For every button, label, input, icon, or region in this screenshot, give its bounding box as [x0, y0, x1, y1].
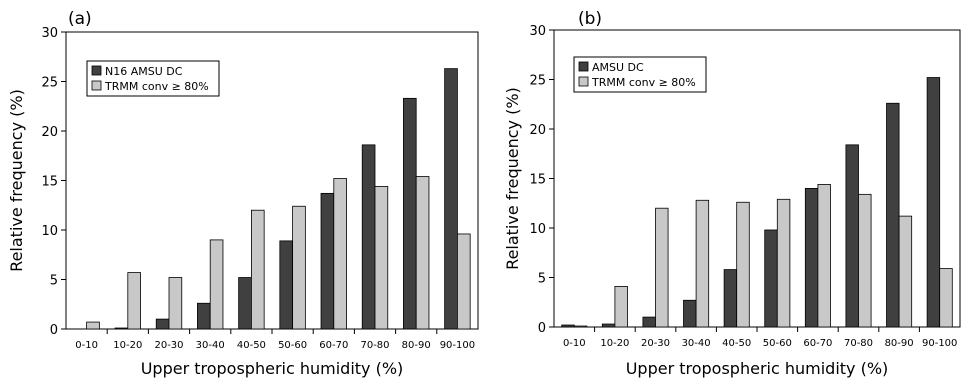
x-tick-label: 80-90: [885, 338, 914, 349]
bar-dark: [279, 240, 294, 330]
bar-light: [209, 239, 224, 330]
bar-light: [415, 176, 430, 330]
y-tick-label: 10: [41, 224, 58, 239]
bar-dark: [403, 97, 417, 330]
legend-swatch: [578, 61, 589, 72]
bar-dark: [320, 192, 335, 330]
chart-panel-b: (b) 0 5 10 15 20 25 30 Relative frequency (%) 0-1…: [503, 9, 961, 378]
y-tick-label: 0: [538, 321, 546, 336]
x-axis-label: Upper tropospheric humidity (%): [626, 359, 889, 378]
y-axis-label: Relative frequency (%): [7, 89, 26, 272]
x-tick-label: 50-60: [278, 340, 307, 351]
bar-dark: [361, 144, 376, 330]
x-axis-label: Upper tropospheric humidity (%): [141, 359, 404, 378]
panel-label: (a): [68, 9, 92, 29]
y-tick-label: 20: [529, 123, 546, 138]
bar-light: [817, 184, 831, 328]
legend-swatch: [578, 76, 589, 87]
y-tick-label: 30: [41, 26, 58, 41]
x-tick-label: 40-50: [722, 338, 751, 349]
legend-label: TRMM conv ≥ 80%: [104, 80, 209, 93]
bar-light: [292, 205, 306, 330]
bar-dark: [114, 327, 129, 330]
legend-swatch: [91, 80, 102, 91]
legend-label: N16 AMSU DC: [105, 65, 183, 78]
bar-dark: [926, 77, 941, 328]
bar-dark: [155, 318, 170, 330]
legend-label: AMSU DC: [592, 61, 644, 74]
y-tick-label: 15: [41, 175, 58, 190]
bar-light: [655, 207, 669, 328]
bar-dark: [601, 323, 616, 328]
y-tick-label: 10: [529, 222, 546, 237]
x-tick-label: 10-20: [600, 338, 629, 349]
bar-dark: [197, 302, 211, 330]
x-tick-label: 60-70: [319, 340, 348, 351]
bar-light: [86, 321, 100, 330]
x-tick-label: 90-100: [922, 338, 957, 349]
legend-label: TRMM conv ≥ 80%: [591, 76, 696, 89]
bar-light: [614, 286, 628, 328]
panel-label: (b): [578, 9, 602, 29]
bar-light: [127, 272, 141, 330]
legend-box: [86, 60, 220, 97]
bar-dark: [723, 269, 738, 328]
x-tick-label: 30-40: [682, 338, 711, 349]
x-tick-label: 50-60: [763, 338, 792, 349]
x-tick-label: 0-10: [563, 338, 586, 349]
bar-light: [168, 277, 183, 330]
bar-light: [736, 201, 750, 328]
bar-light: [374, 186, 389, 330]
bar-light: [456, 233, 471, 330]
bar-dark: [561, 324, 575, 328]
y-tick-label: 25: [529, 74, 546, 89]
x-tick-label: 0-10: [75, 340, 98, 351]
y-tick-label: 30: [529, 24, 546, 39]
y-tick-label: 15: [529, 173, 546, 188]
bar-dark: [642, 316, 656, 328]
x-tick-label: 70-80: [360, 340, 389, 351]
x-tick-label: 70-80: [844, 338, 873, 349]
x-tick-label: 20-30: [641, 338, 670, 349]
bar-dark: [683, 299, 697, 328]
legend: AMSU DC TRMM conv ≥ 80%: [573, 56, 707, 93]
bar-dark: [764, 229, 778, 328]
x-tick-label: 80-90: [402, 340, 431, 351]
bar-light: [573, 325, 588, 328]
bar-dark: [886, 102, 900, 328]
legend-box: [573, 56, 707, 93]
x-tick-label: 30-40: [196, 340, 225, 351]
bar-dark: [845, 144, 859, 328]
x-tick-label: 40-50: [237, 340, 266, 351]
bar-light: [250, 209, 265, 330]
bar-dark: [444, 68, 458, 330]
bar-dark: [238, 277, 252, 330]
y-axis-label: Relative frequency (%): [503, 87, 522, 270]
y-tick-label: 5: [50, 274, 58, 289]
y-tick-label: 25: [41, 76, 58, 91]
bar-light: [333, 178, 347, 330]
legend: N16 AMSU DC TRMM conv ≥ 80%: [86, 60, 220, 97]
x-tick-label: 10-20: [113, 340, 142, 351]
x-tick-label: 60-70: [803, 338, 832, 349]
x-tick-label: 20-30: [154, 340, 183, 351]
legend-swatch: [91, 65, 102, 76]
bar-light: [695, 199, 710, 328]
bar-light: [939, 268, 953, 328]
y-tick-label: 5: [538, 272, 546, 287]
bar-light: [858, 193, 872, 328]
y-tick-label: 0: [50, 323, 58, 338]
x-tick-label: 90-100: [440, 340, 475, 351]
chart-panel-a: (a) 0 5 10 15 20 25 30 Relative frequency (%) 0-1…: [7, 9, 479, 378]
bar-light: [776, 198, 791, 328]
bar-dark: [804, 187, 819, 328]
y-tick-label: 20: [41, 125, 58, 140]
bar-light: [898, 215, 913, 328]
